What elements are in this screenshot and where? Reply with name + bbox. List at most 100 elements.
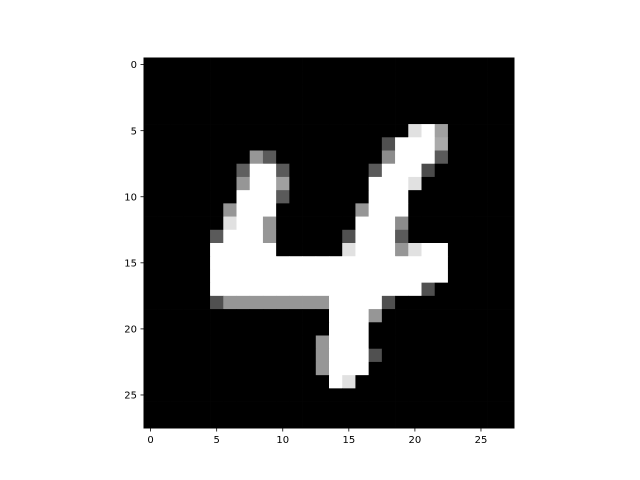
pixel-cell <box>474 230 488 244</box>
pixel-cell <box>289 256 303 270</box>
pixel-cell <box>316 164 330 178</box>
pixel-cell <box>474 164 488 178</box>
pixel-cell <box>461 230 475 244</box>
pixel-cell <box>395 322 409 336</box>
pixel-cell <box>382 415 396 429</box>
pixel-cell <box>289 349 303 363</box>
x-tick-label: 10 <box>276 435 289 446</box>
pixel-cell <box>448 388 462 402</box>
pixel-cell <box>316 296 330 310</box>
pixel-cell <box>488 336 502 350</box>
pixel-cell <box>435 415 449 429</box>
pixel-cell <box>448 98 462 112</box>
pixel-cell <box>369 322 383 336</box>
pixel-cell <box>289 164 303 178</box>
y-tick-label: 5 <box>131 126 137 137</box>
pixel-cell <box>316 137 330 151</box>
pixel-cell <box>488 283 502 297</box>
pixel-cell <box>316 177 330 191</box>
pixel-cell <box>461 402 475 416</box>
pixel-cell <box>210 111 224 125</box>
pixel-cell <box>474 137 488 151</box>
pixel-cell <box>316 84 330 98</box>
pixel-cell <box>276 415 290 429</box>
pixel-cell <box>144 58 158 72</box>
pixel-cell <box>197 269 211 283</box>
pixel-cell <box>408 164 422 178</box>
pixel-cell <box>422 164 436 178</box>
pixel-cell <box>501 58 515 72</box>
pixel-cell <box>408 71 422 85</box>
pixel-cell <box>157 256 171 270</box>
pixel-cell <box>157 111 171 125</box>
pixel-cell <box>289 309 303 323</box>
pixel-cell <box>184 151 198 165</box>
pixel-cell <box>144 164 158 178</box>
pixel-cell <box>263 98 277 112</box>
pixel-cell <box>170 71 184 85</box>
pixel-cell <box>422 177 436 191</box>
pixel-cell <box>144 336 158 350</box>
pixel-cell <box>448 58 462 72</box>
pixel-cell <box>461 309 475 323</box>
pixel-cell <box>342 362 356 376</box>
pixel-cell <box>488 137 502 151</box>
pixel-cell <box>184 388 198 402</box>
pixel-cell <box>157 309 171 323</box>
pixel-cell <box>474 415 488 429</box>
pixel-cell <box>316 98 330 112</box>
pixel-cell <box>276 137 290 151</box>
pixel-cell <box>448 362 462 376</box>
pixel-cell <box>197 190 211 204</box>
pixel-cell <box>382 177 396 191</box>
pixel-cell <box>303 243 317 257</box>
pixel-cell <box>276 322 290 336</box>
pixel-cell <box>435 349 449 363</box>
pixel-cell <box>303 336 317 350</box>
pixel-cell <box>395 137 409 151</box>
pixel-cell <box>355 336 369 350</box>
pixel-cell <box>316 190 330 204</box>
pixel-cell <box>250 124 264 138</box>
pixel-cell <box>184 177 198 191</box>
pixel-cell <box>223 362 237 376</box>
pixel-cell <box>276 402 290 416</box>
pixel-cell <box>237 309 251 323</box>
pixel-cell <box>250 375 264 389</box>
pixel-cell <box>448 349 462 363</box>
pixel-cell <box>329 309 343 323</box>
pixel-cell <box>422 243 436 257</box>
pixel-cell <box>170 111 184 125</box>
pixel-cell <box>461 58 475 72</box>
pixel-cell <box>197 336 211 350</box>
pixel-cell <box>276 230 290 244</box>
pixel-cell <box>170 217 184 231</box>
y-tick-label: 0 <box>131 60 137 71</box>
pixel-cell <box>184 111 198 125</box>
pixel-cell <box>474 190 488 204</box>
pixel-cell <box>369 137 383 151</box>
pixel-cell <box>395 375 409 389</box>
pixel-cell <box>276 256 290 270</box>
pixel-cell <box>157 415 171 429</box>
pixel-cell <box>144 137 158 151</box>
pixel-cell <box>422 402 436 416</box>
pixel-cell <box>184 230 198 244</box>
pixel-cell <box>250 217 264 231</box>
pixel-cell <box>144 283 158 297</box>
pixel-cell <box>435 269 449 283</box>
pixel-cell <box>184 98 198 112</box>
pixel-cell <box>250 151 264 165</box>
pixel-cell <box>276 243 290 257</box>
y-tick-label: 25 <box>124 391 137 402</box>
pixel-cell <box>448 296 462 310</box>
pixel-cell <box>355 243 369 257</box>
pixel-cell <box>263 217 277 231</box>
pixel-cell <box>276 111 290 125</box>
pixel-cell <box>422 151 436 165</box>
pixel-cell <box>223 217 237 231</box>
pixel-cell <box>355 151 369 165</box>
pixel-cell <box>197 349 211 363</box>
pixel-cell <box>223 375 237 389</box>
pixel-cell <box>435 230 449 244</box>
